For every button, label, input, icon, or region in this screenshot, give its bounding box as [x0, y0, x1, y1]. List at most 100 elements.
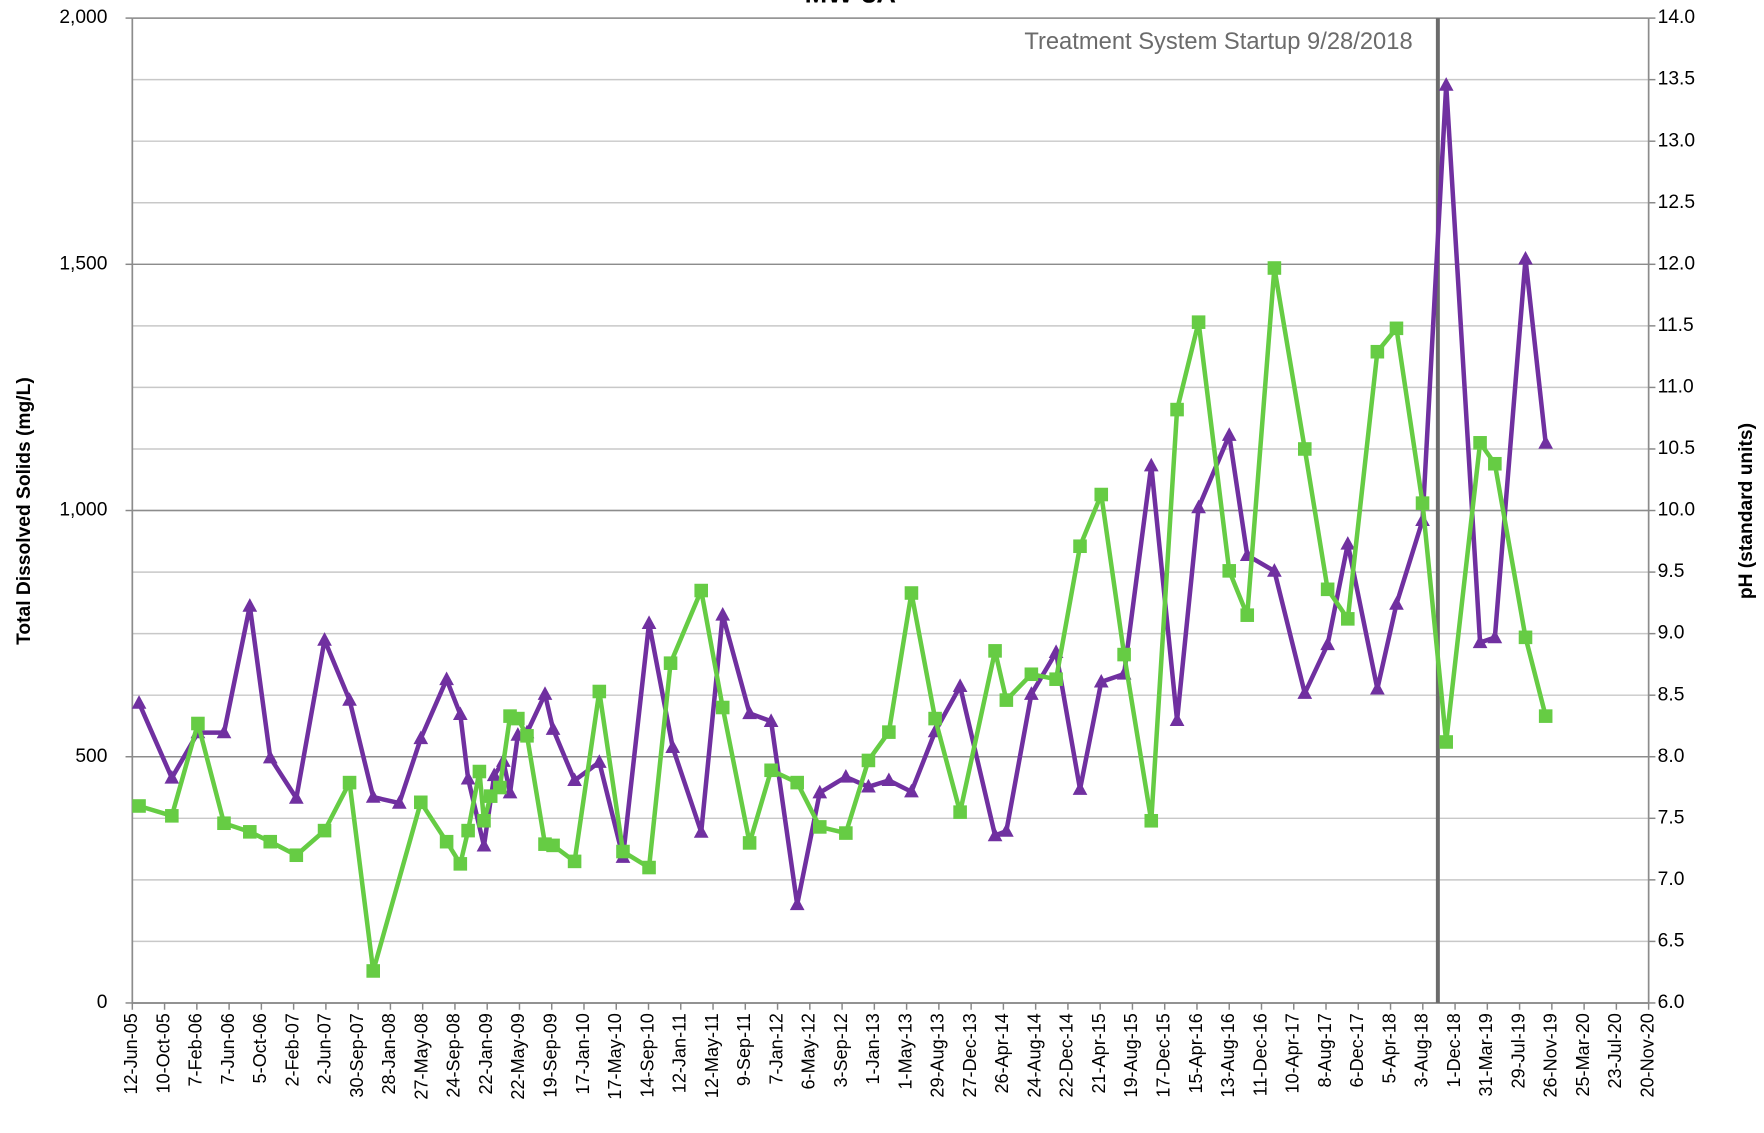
series-line — [138, 265, 1548, 974]
marker — [1143, 457, 1159, 472]
x-tick-label: 29-Jul-19 — [1508, 1013, 1528, 1088]
marker — [1320, 582, 1335, 597]
marker — [1024, 667, 1039, 682]
marker — [999, 823, 1014, 837]
marker — [1389, 596, 1404, 610]
marker — [317, 632, 332, 646]
annotation-label: Treatment System Startup 9/28/2018 — [1024, 29, 1412, 55]
marker — [715, 607, 731, 621]
x-tick-label: 25-Mar-20 — [1573, 1013, 1593, 1096]
marker — [511, 711, 525, 726]
x-tick-label: 26-Nov-19 — [1541, 1013, 1561, 1097]
marker — [1240, 608, 1255, 622]
marker — [789, 896, 805, 911]
marker — [545, 721, 561, 735]
y2-tick-label: 11.0 — [1658, 376, 1694, 397]
x-tick-label: 6-Dec-17 — [1347, 1013, 1367, 1087]
marker — [1415, 496, 1430, 510]
x-tick-label: 3-Aug-18 — [1412, 1013, 1432, 1087]
marker — [693, 824, 709, 838]
x-tick-label: 13-Aug-16 — [1218, 1013, 1238, 1097]
marker — [342, 692, 357, 706]
marker — [439, 834, 454, 849]
marker — [461, 823, 475, 838]
marker — [1024, 686, 1039, 700]
marker — [812, 820, 827, 834]
marker — [742, 705, 757, 720]
y2-tick-label: 6.5 — [1658, 930, 1685, 951]
marker — [1439, 735, 1453, 749]
marker — [592, 684, 607, 699]
marker — [742, 836, 757, 850]
marker — [999, 693, 1014, 707]
marker — [132, 799, 146, 813]
marker — [567, 854, 582, 869]
x-tick-label: 19-Aug-15 — [1121, 1013, 1141, 1097]
marker — [460, 770, 476, 785]
marker — [1538, 435, 1554, 449]
x-tick-label: 30-Sep-07 — [347, 1013, 367, 1097]
x-tick-label: 14-Sep-10 — [637, 1013, 657, 1097]
y2-tick-label: 6.0 — [1658, 992, 1685, 1013]
y2-tick-label: 10.0 — [1658, 500, 1695, 521]
y2-tick-label: 13.0 — [1658, 130, 1695, 151]
marker — [1093, 673, 1109, 688]
marker — [1117, 647, 1131, 662]
marker — [453, 857, 468, 871]
marker — [1144, 813, 1159, 828]
marker — [1049, 672, 1063, 686]
marker — [439, 671, 454, 686]
x-tick-label: 22-Jan-09 — [476, 1013, 496, 1094]
marker — [1191, 315, 1206, 329]
y2-axis-title: pH (standard units) — [1736, 423, 1757, 599]
x-tick-label: 22-Dec-14 — [1057, 1013, 1077, 1097]
marker — [1297, 442, 1312, 456]
marker — [790, 775, 804, 790]
marker — [904, 783, 919, 798]
marker — [715, 700, 730, 715]
marker — [1518, 630, 1533, 645]
marker — [839, 826, 853, 840]
marker — [763, 713, 779, 727]
y2-tick-label: 8.5 — [1658, 684, 1685, 705]
marker — [665, 739, 681, 754]
marker — [289, 848, 304, 863]
marker — [953, 805, 967, 819]
y-tick-label: 1,500 — [59, 253, 107, 274]
x-tick-label: 10-Oct-05 — [153, 1013, 173, 1093]
marker — [641, 615, 657, 629]
marker — [663, 656, 678, 670]
x-tick-label: 12-May-11 — [702, 1013, 722, 1098]
x-tick-label: 12-Jan-11 — [670, 1013, 690, 1093]
marker — [1488, 456, 1502, 471]
marker — [1473, 436, 1487, 450]
x-tick-label: 2-Jun-07 — [315, 1013, 335, 1084]
marker — [1472, 634, 1488, 649]
y2-tick-label: 12.0 — [1658, 253, 1695, 274]
marker — [365, 789, 381, 803]
marker — [502, 784, 518, 799]
y2-tick-label: 9.0 — [1658, 623, 1685, 644]
x-tick-label: 28-Jan-08 — [379, 1013, 399, 1094]
marker — [546, 838, 560, 853]
marker — [243, 825, 257, 839]
marker — [694, 583, 708, 598]
marker — [1170, 402, 1184, 417]
y2-tick-label: 9.5 — [1658, 561, 1685, 582]
marker — [1340, 536, 1356, 550]
marker — [342, 775, 357, 790]
marker — [1438, 77, 1454, 91]
marker — [1267, 563, 1282, 577]
x-tick-label: 7-Jan-12 — [766, 1013, 786, 1084]
x-tick-label: 31-Mar-19 — [1476, 1013, 1496, 1096]
marker — [764, 763, 778, 778]
x-tick-label: 9-Sep-11 — [734, 1013, 754, 1086]
x-tick-label: 29-Aug-13 — [928, 1013, 948, 1097]
x-tick-label: 11-Dec-16 — [1250, 1013, 1270, 1096]
marker — [838, 769, 854, 783]
x-tick-label: 3-Sep-12 — [831, 1013, 851, 1087]
marker — [1297, 685, 1313, 699]
x-tick-label: 21-Apr-15 — [1089, 1013, 1109, 1093]
marker — [928, 711, 942, 726]
marker — [1221, 427, 1237, 441]
